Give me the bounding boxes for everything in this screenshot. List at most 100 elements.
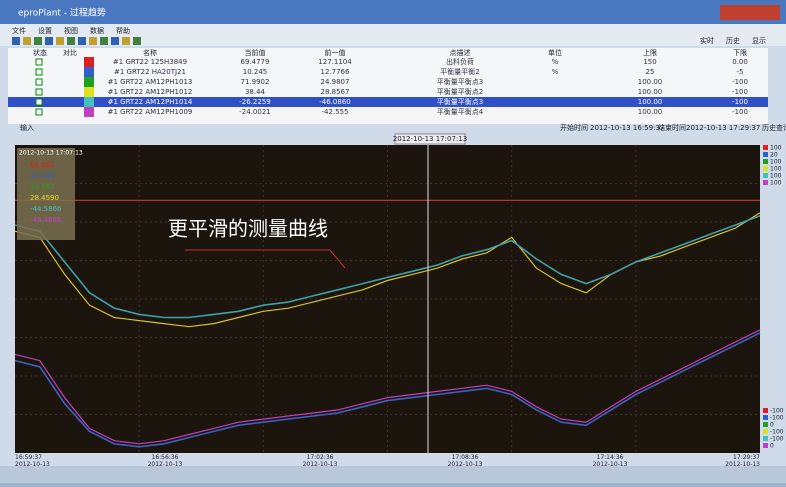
table-cell: 100.00 bbox=[638, 108, 663, 116]
legend-value: 10.346 bbox=[30, 172, 55, 180]
check-box[interactable] bbox=[35, 78, 43, 86]
axis-swatch bbox=[763, 145, 768, 150]
toolbar-button[interactable]: 实时 bbox=[700, 36, 714, 45]
check-box[interactable] bbox=[35, 88, 43, 96]
color-swatch bbox=[84, 67, 94, 77]
table-cell: 127.1104 bbox=[318, 58, 352, 66]
right-axis-label: 100 bbox=[770, 173, 782, 180]
table-cell: #1 GRT22 AM12PH1013 bbox=[108, 78, 193, 86]
range-button[interactable]: 历史查询 bbox=[762, 123, 786, 132]
table-cell: 38.44 bbox=[245, 88, 266, 96]
right-axis-label: 20 bbox=[770, 152, 778, 159]
x-tick-label: 16:56:36 2012-10-13 bbox=[148, 454, 183, 468]
tool-icon[interactable] bbox=[100, 37, 108, 45]
table-cell: 0.00 bbox=[732, 58, 748, 66]
legend-value: 68.867 bbox=[30, 161, 55, 169]
table-header: 名称 bbox=[143, 48, 157, 57]
table-cell: -24.0021 bbox=[239, 108, 270, 116]
color-swatch bbox=[84, 77, 94, 87]
toolbar-button[interactable]: 历史 bbox=[726, 36, 740, 45]
table-cell: #1 GRT22 HA20TJ21 bbox=[114, 68, 186, 76]
axis-swatch bbox=[763, 166, 768, 171]
table-cell: -26.2259 bbox=[239, 98, 270, 106]
range-start: 2012-10-13 16:59:37 bbox=[590, 124, 664, 132]
table-header: 前一值 bbox=[325, 48, 346, 57]
table-cell: 25 bbox=[646, 68, 655, 76]
table-cell: 12.7766 bbox=[321, 68, 350, 76]
axis-swatch bbox=[763, 422, 768, 427]
color-swatch bbox=[84, 107, 94, 117]
legend-time: 2012-10-13 17:07:13 bbox=[19, 150, 83, 157]
range-end: 2012-10-13 17:29:37 bbox=[686, 124, 760, 132]
right-axis-label: -100 bbox=[770, 415, 784, 422]
table-cell: 10.245 bbox=[243, 68, 268, 76]
axis-swatch bbox=[763, 415, 768, 420]
right-axis-label: 100 bbox=[770, 159, 782, 166]
table-cell: #1 GRT22 AM12PH1014 bbox=[108, 98, 193, 106]
axis-swatch bbox=[763, 173, 768, 178]
table-cell: -5 bbox=[737, 68, 744, 76]
table-cell: 100.00 bbox=[638, 78, 663, 86]
right-axis-label: 100 bbox=[770, 180, 782, 187]
x-tick-label: 17:29:37 2012-10-13 bbox=[725, 454, 760, 468]
table-cell: % bbox=[552, 68, 559, 76]
table-cell: 71.9902 bbox=[241, 78, 270, 86]
trend-line bbox=[14, 215, 761, 319]
tool-icon[interactable] bbox=[133, 37, 141, 45]
menu-item[interactable]: 文件 bbox=[12, 26, 26, 35]
tool-icon[interactable] bbox=[67, 37, 75, 45]
menu-item[interactable]: 数据 bbox=[90, 26, 104, 35]
scrollbar bbox=[0, 466, 786, 483]
right-axis-label: 100 bbox=[770, 166, 782, 173]
axis-swatch bbox=[763, 429, 768, 434]
table-cell: 平衡量平衡点3 bbox=[437, 77, 483, 86]
axis-swatch bbox=[763, 436, 768, 441]
title-bar bbox=[0, 0, 786, 24]
x-tick-label: 17:02:36 2012-10-13 bbox=[303, 454, 338, 468]
table-header: 上限 bbox=[643, 48, 657, 57]
range-end-label: 结束时间 bbox=[658, 123, 686, 132]
trend-line bbox=[14, 329, 761, 445]
table-cell: 平衡量平衡点4 bbox=[437, 107, 484, 116]
table-cell: 平衡量平衡点3 bbox=[437, 97, 483, 106]
tool-icon[interactable] bbox=[78, 37, 86, 45]
menu-item[interactable]: 帮助 bbox=[116, 26, 130, 35]
table-cell: -100 bbox=[732, 108, 748, 116]
cursor-label-bg bbox=[394, 133, 466, 145]
menu-item[interactable]: 设置 bbox=[38, 26, 52, 35]
menu-item[interactable]: 视图 bbox=[64, 26, 78, 35]
legend-value: -44.5866 bbox=[30, 205, 62, 213]
axis-swatch bbox=[763, 159, 768, 164]
tool-icon[interactable] bbox=[23, 37, 31, 45]
right-axis-label: 0 bbox=[770, 422, 774, 429]
tool-icon[interactable] bbox=[89, 37, 97, 45]
tool-icon[interactable] bbox=[56, 37, 64, 45]
table-header: 当前值 bbox=[245, 48, 266, 57]
cursor-label: 2012-10-13 17:07:13 bbox=[393, 135, 467, 143]
table-cell: #1 GRT22 AM12PH1012 bbox=[108, 88, 193, 96]
trend-line bbox=[14, 332, 761, 448]
tool-icon[interactable] bbox=[111, 37, 119, 45]
right-axis-label: 0 bbox=[770, 443, 774, 450]
check-box[interactable] bbox=[35, 108, 43, 116]
right-axis-label: -100 bbox=[770, 429, 784, 436]
tool-icon[interactable] bbox=[122, 37, 130, 45]
axis-swatch bbox=[763, 408, 768, 413]
tool-icon[interactable] bbox=[45, 37, 53, 45]
selected-row bbox=[8, 97, 768, 107]
right-axis-label: 100 bbox=[770, 145, 782, 152]
window-controls[interactable] bbox=[720, 5, 780, 20]
color-swatch bbox=[84, 97, 94, 107]
table-cell: 平衡量平衡点2 bbox=[437, 87, 483, 96]
check-box[interactable] bbox=[35, 68, 43, 76]
check-box[interactable] bbox=[35, 58, 43, 66]
legend-value: -48.4686 bbox=[30, 216, 62, 224]
tool-icon[interactable] bbox=[34, 37, 42, 45]
toolbar bbox=[0, 24, 786, 46]
tool-icon[interactable] bbox=[12, 37, 20, 45]
toolbar-button[interactable]: 显示 bbox=[752, 37, 766, 45]
range-start-label: 开始时间 bbox=[560, 123, 588, 132]
check-box[interactable] bbox=[35, 98, 43, 106]
table-cell: 出料负荷 bbox=[446, 57, 474, 66]
